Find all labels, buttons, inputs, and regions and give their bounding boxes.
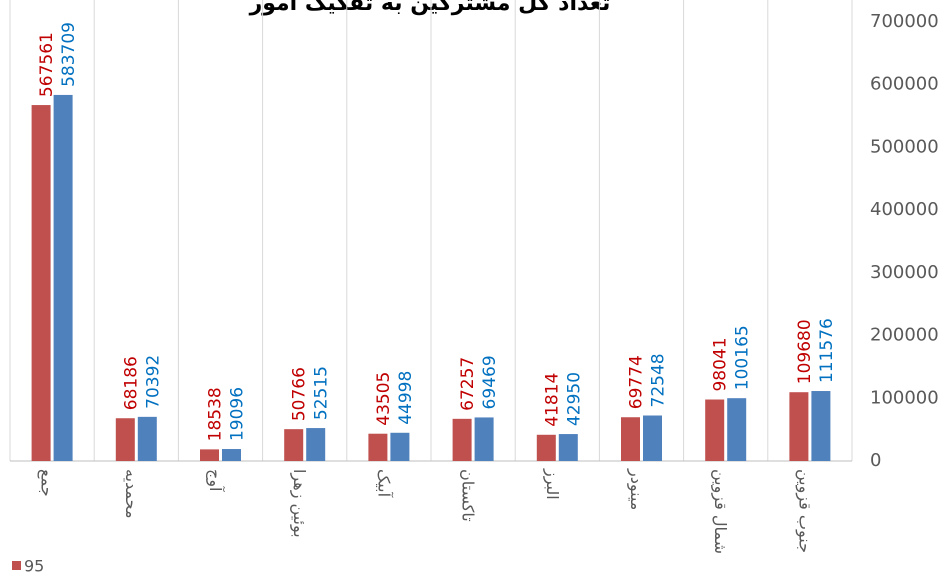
x-tick-label: جنوب قزوین: [794, 469, 814, 553]
data-label: 70392: [143, 355, 163, 409]
data-label: 44998: [396, 371, 416, 425]
bar: [811, 391, 831, 461]
x-tick-label: مینودر: [626, 468, 646, 510]
data-label: 69469: [480, 355, 500, 409]
legend-swatch: [12, 561, 21, 570]
data-label: 67257: [458, 357, 478, 411]
bar: [727, 398, 747, 461]
y-tick-label: 100000: [870, 387, 939, 408]
bar: [31, 105, 51, 462]
data-label: 111576: [817, 318, 837, 383]
bar: [390, 432, 410, 461]
data-label: 567561: [37, 32, 57, 97]
data-label: 98041: [711, 337, 731, 391]
bar: [115, 418, 135, 461]
data-label: 18538: [206, 387, 226, 441]
chart-title: تعداد کل مشترکین به تفکیک امور: [249, 0, 611, 16]
bar: [137, 416, 157, 461]
x-tick-label: بوئین زهرا: [289, 469, 309, 538]
y-tick-label: 0: [870, 450, 881, 471]
y-tick-label: 200000: [870, 325, 939, 346]
data-label: 100165: [733, 325, 753, 390]
bar: [452, 418, 472, 461]
bar: [368, 433, 388, 461]
bar: [284, 429, 304, 461]
data-label: 42950: [564, 372, 584, 426]
data-label: 72548: [649, 353, 669, 407]
legend-label: 95: [24, 557, 44, 576]
data-label: 50766: [290, 367, 310, 421]
x-tick-label: البرز: [542, 468, 562, 500]
bar: [474, 417, 494, 461]
x-tick-label: آوج: [205, 469, 225, 493]
bar: [222, 449, 241, 461]
data-label: 68186: [121, 356, 141, 410]
bar: [536, 434, 556, 461]
bar: [621, 417, 640, 461]
bar: [200, 449, 219, 461]
x-tick-label: شمال قزوین: [710, 469, 730, 554]
data-label: 69774: [627, 355, 647, 409]
bar: [306, 428, 326, 461]
x-tick-label: جمع: [37, 469, 57, 497]
bar: [558, 434, 578, 461]
y-tick-label: 500000: [870, 136, 939, 157]
data-label: 583709: [59, 22, 79, 87]
x-tick-label: تاکستان: [459, 469, 478, 522]
bar: [53, 94, 73, 462]
bar: [789, 392, 809, 461]
data-label: 109680: [795, 319, 815, 384]
data-label: 43505: [374, 372, 394, 426]
bar: [705, 399, 725, 461]
y-tick-label: 600000: [870, 74, 939, 95]
x-tick-label: محمدیه: [122, 469, 141, 519]
data-label: 41814: [542, 373, 562, 427]
data-label: 52515: [312, 366, 332, 420]
y-tick-label: 400000: [870, 199, 939, 220]
y-tick-label: 700000: [870, 11, 939, 32]
x-tick-label: آبیک: [374, 469, 393, 499]
bar: [643, 415, 662, 461]
data-label: 19096: [228, 387, 248, 441]
y-tick-label: 300000: [870, 262, 939, 283]
